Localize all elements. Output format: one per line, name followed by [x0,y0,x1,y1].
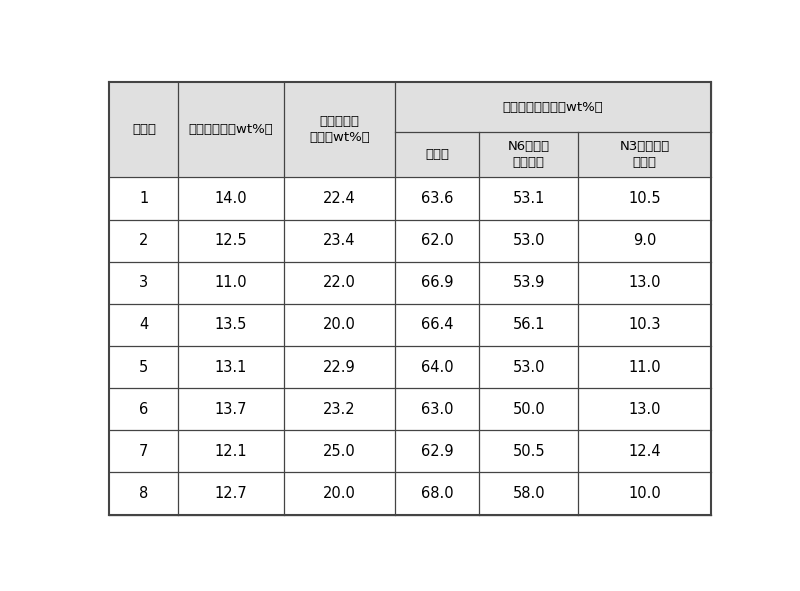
Text: 62.0: 62.0 [421,233,454,248]
Text: 25.0: 25.0 [323,444,356,459]
Text: 50.0: 50.0 [513,402,545,417]
Text: 10.0: 10.0 [628,486,661,501]
Text: 12.7: 12.7 [214,486,247,501]
Text: 50.5: 50.5 [513,444,545,459]
Text: 12.5: 12.5 [214,233,247,248]
Text: 68.0: 68.0 [421,486,454,501]
Text: 13.7: 13.7 [215,402,247,417]
Text: 53.0: 53.0 [513,359,545,375]
Text: 饱和脂肪酸（wt%）: 饱和脂肪酸（wt%） [189,124,274,137]
Text: 13.0: 13.0 [628,402,661,417]
Text: 20.0: 20.0 [323,317,356,332]
Text: N3多不饱和
脂肪酸: N3多不饱和 脂肪酸 [619,140,670,169]
Text: 4: 4 [139,317,149,332]
Text: N6多不饱
和脂肪酸: N6多不饱 和脂肪酸 [508,140,550,169]
Text: 1: 1 [139,191,149,206]
Text: 56.1: 56.1 [513,317,545,332]
Text: 20.0: 20.0 [323,486,356,501]
Text: 13.5: 13.5 [215,317,247,332]
Text: 14.0: 14.0 [214,191,247,206]
Text: 7: 7 [139,444,149,459]
Text: 22.4: 22.4 [323,191,356,206]
Text: 单不饱和脂
肪酸（wt%）: 单不饱和脂 肪酸（wt%） [309,115,370,144]
Text: 58.0: 58.0 [513,486,545,501]
Text: 53.9: 53.9 [513,275,545,290]
Text: 总含量: 总含量 [425,148,449,161]
Text: 10.3: 10.3 [628,317,661,332]
Text: 9.0: 9.0 [633,233,656,248]
Text: 23.2: 23.2 [323,402,356,417]
Text: 22.0: 22.0 [323,275,356,290]
Text: 多不饱和脂肪酸（wt%）: 多不饱和脂肪酸（wt%） [502,100,603,113]
Polygon shape [110,132,710,177]
Text: 8: 8 [139,486,149,501]
Text: 63.0: 63.0 [421,402,454,417]
Text: 64.0: 64.0 [421,359,454,375]
Polygon shape [110,82,710,132]
Text: 12.4: 12.4 [628,444,661,459]
Text: 13.1: 13.1 [215,359,247,375]
Text: 22.9: 22.9 [323,359,356,375]
Text: 11.0: 11.0 [214,275,247,290]
Text: 2: 2 [139,233,149,248]
Text: 12.1: 12.1 [214,444,247,459]
Text: 11.0: 11.0 [628,359,661,375]
Text: 实施例: 实施例 [132,124,156,137]
Text: 23.4: 23.4 [323,233,355,248]
Text: 6: 6 [139,402,149,417]
Text: 66.4: 66.4 [421,317,454,332]
Text: 62.9: 62.9 [421,444,454,459]
Text: 13.0: 13.0 [628,275,661,290]
Text: 3: 3 [139,275,149,290]
Polygon shape [110,177,710,515]
Text: 63.6: 63.6 [421,191,454,206]
Text: 5: 5 [139,359,149,375]
Polygon shape [395,82,710,132]
Text: 10.5: 10.5 [628,191,661,206]
Text: 66.9: 66.9 [421,275,454,290]
Text: 53.0: 53.0 [513,233,545,248]
Text: 53.1: 53.1 [513,191,545,206]
